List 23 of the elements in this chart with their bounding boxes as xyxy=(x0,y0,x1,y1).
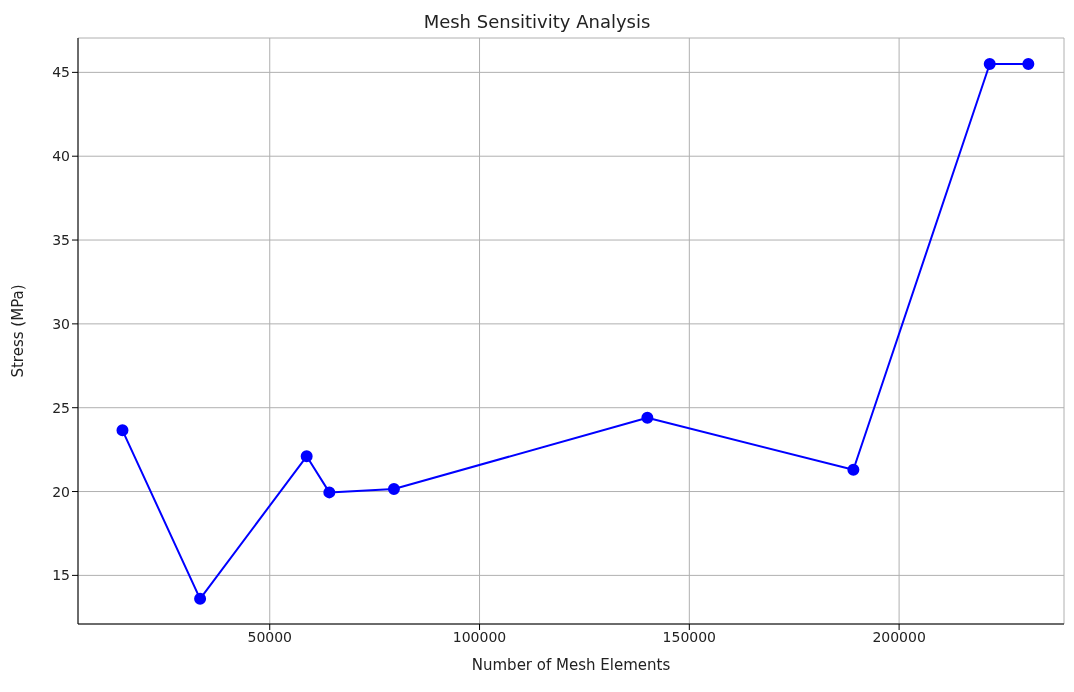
y-tick-label: 40 xyxy=(52,148,70,165)
point xyxy=(1022,57,1035,70)
y-tick-label: 15 xyxy=(52,567,70,584)
x-axis-title: Number of Mesh Elements xyxy=(471,656,671,674)
x-tick-label: 100000 xyxy=(452,628,507,645)
y-tick-label: 30 xyxy=(52,315,70,332)
point xyxy=(983,57,996,70)
y-tick-label: 45 xyxy=(52,64,70,81)
point xyxy=(387,483,400,496)
point xyxy=(300,450,313,463)
y-tick-label: 35 xyxy=(52,232,70,249)
point xyxy=(323,486,336,499)
y-axis-title: Stress (MPa) xyxy=(9,284,28,378)
chart-title: Mesh Sensitivity Analysis xyxy=(422,10,652,34)
y-tick-label: 20 xyxy=(52,483,70,500)
point xyxy=(194,592,207,605)
point xyxy=(641,411,654,424)
x-tick-label: 50000 xyxy=(247,628,293,645)
x-tick-label: 200000 xyxy=(872,628,926,645)
point xyxy=(116,424,129,437)
y-tick-label: 25 xyxy=(52,399,70,416)
point xyxy=(847,463,860,476)
x-tick-label: 150000 xyxy=(662,628,717,645)
